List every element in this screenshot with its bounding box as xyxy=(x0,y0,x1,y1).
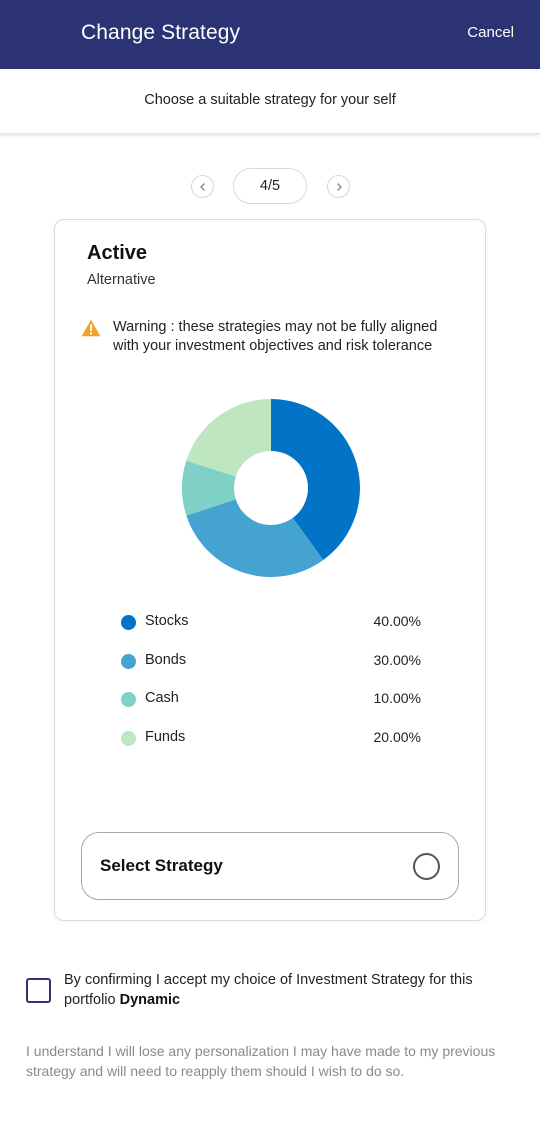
warning-icon xyxy=(81,319,101,337)
legend-value: 10.00% xyxy=(373,690,421,706)
legend-item-bonds: Bonds 30.00% xyxy=(121,651,421,690)
confirm-text: By confirming I accept my choice of Inve… xyxy=(64,970,504,1010)
legend-dot xyxy=(121,653,136,669)
strategy-type: Alternative xyxy=(87,272,156,288)
legend-item-stocks: Stocks 40.00% xyxy=(121,612,421,651)
select-strategy-label: Select Strategy xyxy=(100,856,223,875)
personalization-note: I understand I will lose any personaliza… xyxy=(26,1043,496,1079)
legend-value: 20.00% xyxy=(373,728,421,745)
portfolio-name: Dynamic xyxy=(119,992,181,1008)
legend-item-cash: Cash 10.00% xyxy=(121,689,421,728)
confirm-text-prefix: By confirming I accept my choice of Inve… xyxy=(64,972,473,1008)
select-strategy-button[interactable]: Select Strategy xyxy=(81,832,459,900)
confirm-checkbox[interactable] xyxy=(26,978,51,1003)
donut-slice-bonds xyxy=(186,499,324,577)
legend-item-funds: Funds 20.00% xyxy=(121,728,421,767)
donut-slice-funds xyxy=(186,399,271,477)
legend-dot xyxy=(121,615,136,630)
chevron-right-icon xyxy=(336,182,342,191)
app-header: Change Strategy Cancel xyxy=(0,0,540,69)
legend-dot xyxy=(121,692,136,707)
legend-label: Cash xyxy=(145,690,179,706)
next-strategy-button[interactable] xyxy=(327,175,350,198)
warning-text: Warning : these strategies may not be fu… xyxy=(113,319,438,354)
select-radio[interactable] xyxy=(413,853,440,880)
legend-label: Stocks xyxy=(145,613,189,629)
strategy-card: Active Alternative Warning : these strat… xyxy=(54,219,486,921)
donut-slice-stocks xyxy=(271,399,360,561)
subtitle: Choose a suitable strategy for your self xyxy=(144,92,396,108)
previous-strategy-button[interactable] xyxy=(191,175,214,198)
cancel-button[interactable]: Cancel xyxy=(467,24,514,41)
legend-label: Bonds xyxy=(145,651,187,668)
legend-label: Funds xyxy=(145,728,186,745)
strategy-pager: 4/5 xyxy=(0,168,540,204)
legend-value: 30.00% xyxy=(373,651,421,668)
page-title: Change Strategy xyxy=(81,21,241,44)
allocation-legend: Stocks 40.00% Bonds 30.00% Cash 10.00% Funds 20… xyxy=(121,612,421,766)
donut-slice-cash xyxy=(182,460,236,516)
allocation-donut-chart xyxy=(182,399,360,577)
subheader: Choose a suitable strategy for your self xyxy=(0,69,540,134)
page-indicator: 4/5 xyxy=(233,168,307,204)
legend-value: 40.00% xyxy=(373,613,421,629)
chevron-left-icon xyxy=(199,182,205,191)
strategy-name: Active xyxy=(87,242,148,264)
legend-dot xyxy=(121,730,136,746)
